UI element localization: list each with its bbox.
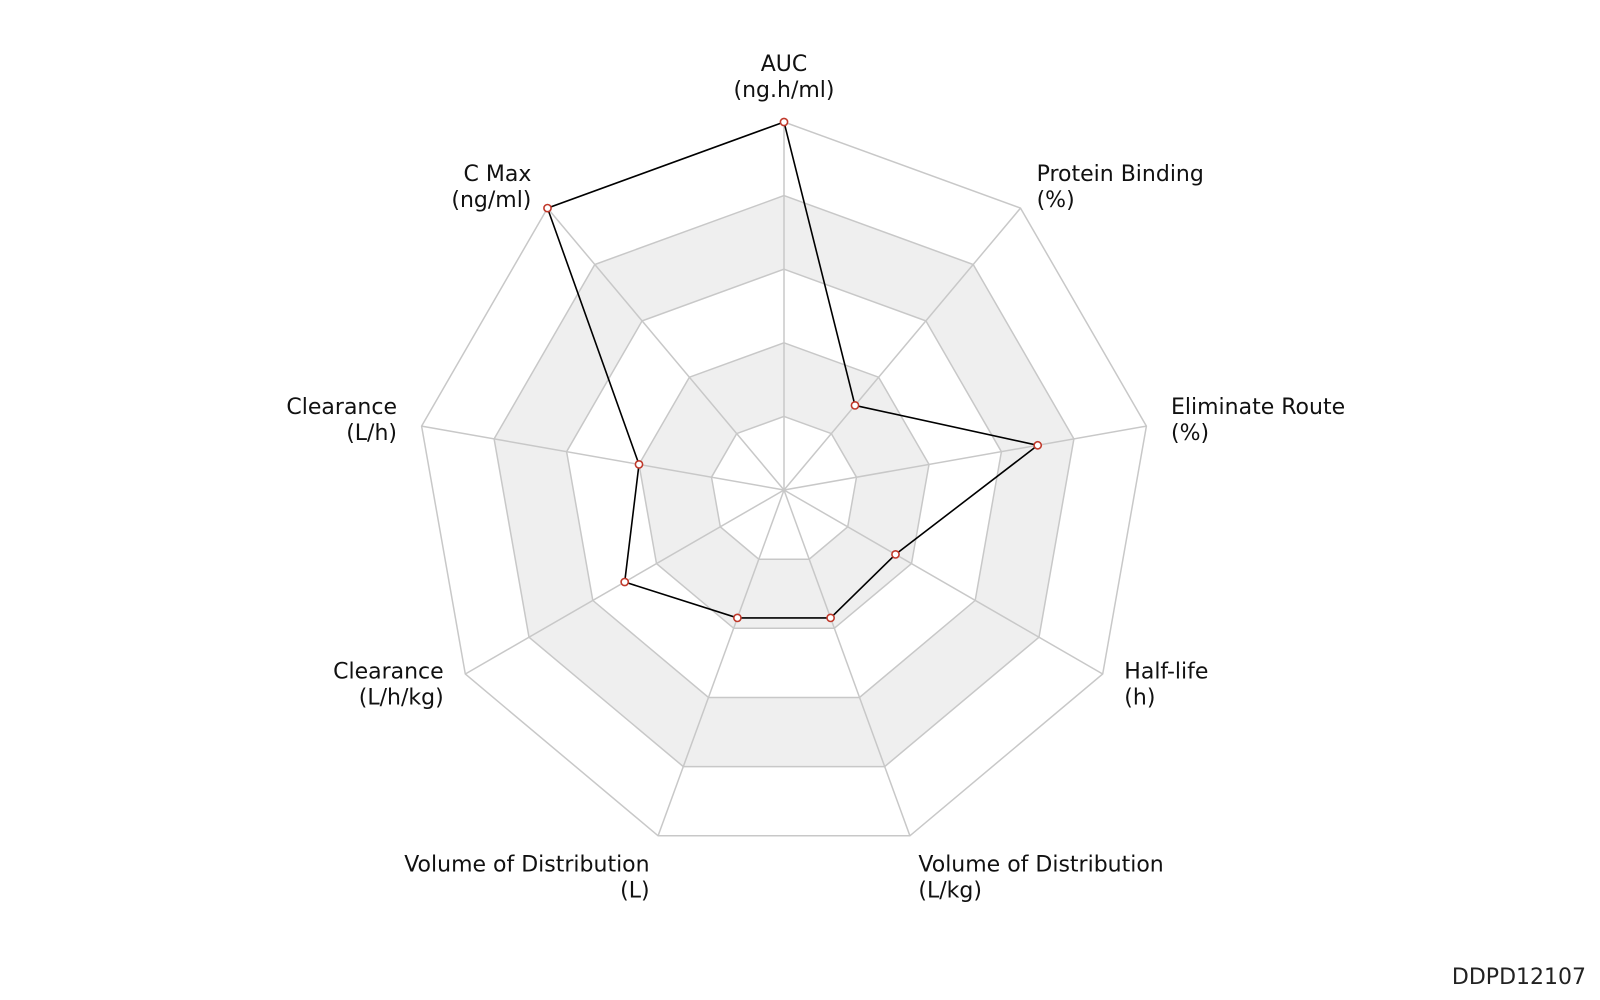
- axis-label-unit: (ng.h/ml): [734, 78, 835, 103]
- ring-band-1: [639, 342, 929, 629]
- data-point: [779, 117, 789, 127]
- axis-spoke: [421, 425, 785, 491]
- axis-label-name: Protein Binding: [1037, 162, 1204, 187]
- axis-label-name: Clearance: [286, 395, 397, 420]
- axis-label: AUC (ng.h/ml): [734, 52, 835, 103]
- axis-label: Half-life (h): [1124, 660, 1208, 711]
- axis-label-unit: (L): [620, 878, 649, 903]
- grid-ring-3: [565, 268, 1003, 699]
- grid-ring-2: [638, 342, 930, 630]
- axis-label: Protein Binding (%): [1037, 162, 1204, 213]
- axis-label: Clearance (L/h/kg): [333, 660, 444, 711]
- data-point: [850, 400, 860, 410]
- axis-label-name: AUC: [761, 52, 808, 77]
- grid-rings: [420, 121, 1148, 837]
- axis-label-unit: (%): [1037, 188, 1075, 213]
- axis-spoke: [546, 207, 785, 491]
- axis-label-unit: (L/kg): [918, 878, 982, 903]
- axis-label-unit: (ng/ml): [451, 188, 531, 213]
- axis-spoke: [657, 489, 785, 837]
- data-point: [733, 613, 742, 623]
- axis-label-unit: (%): [1171, 421, 1209, 446]
- axis-label: Volume of Distribution (L): [404, 852, 649, 903]
- axis-spoke: [783, 207, 1022, 491]
- chart-id: DDPD12107: [1451, 965, 1586, 990]
- axis-label: Clearance (L/h): [286, 395, 397, 446]
- axis-spoke: [783, 425, 1147, 491]
- data-point: [543, 203, 552, 213]
- axis-label-unit: (L/h/kg): [359, 686, 444, 711]
- data-point: [891, 550, 900, 559]
- axis-label: C Max (ng/ml): [451, 162, 531, 213]
- axis-label: Eliminate Route (%): [1171, 395, 1345, 446]
- axis-label-unit: (L/h): [346, 421, 397, 446]
- axis-spoke: [783, 489, 911, 837]
- axis-spoke: [783, 489, 1104, 675]
- grid-ring-5: [420, 121, 1148, 837]
- data-point: [1033, 440, 1043, 450]
- series-line: [546, 120, 1040, 619]
- axis-label: Volume of Distribution (L/kg): [918, 852, 1163, 903]
- data-point: [634, 459, 644, 469]
- axis-label-name: Volume of Distribution: [918, 852, 1163, 877]
- axis-label-name: Volume of Distribution: [404, 852, 649, 877]
- axis-label-name: C Max: [464, 162, 532, 187]
- axis-label-name: Half-life: [1124, 660, 1208, 685]
- axis-label-unit: (h): [1124, 686, 1155, 711]
- data-series: [543, 117, 1043, 623]
- axis-label-name: Eliminate Route: [1171, 395, 1345, 420]
- ring-bands: [494, 195, 1074, 767]
- data-point: [826, 613, 835, 623]
- grid-ring-4: [493, 194, 1075, 768]
- grid-ring-1: [710, 415, 858, 560]
- axis-labels: AUC (ng.h/ml)Protein Binding (%)Eliminate …: [286, 52, 1345, 903]
- axis-label-name: Clearance: [333, 660, 444, 685]
- data-point: [620, 577, 630, 587]
